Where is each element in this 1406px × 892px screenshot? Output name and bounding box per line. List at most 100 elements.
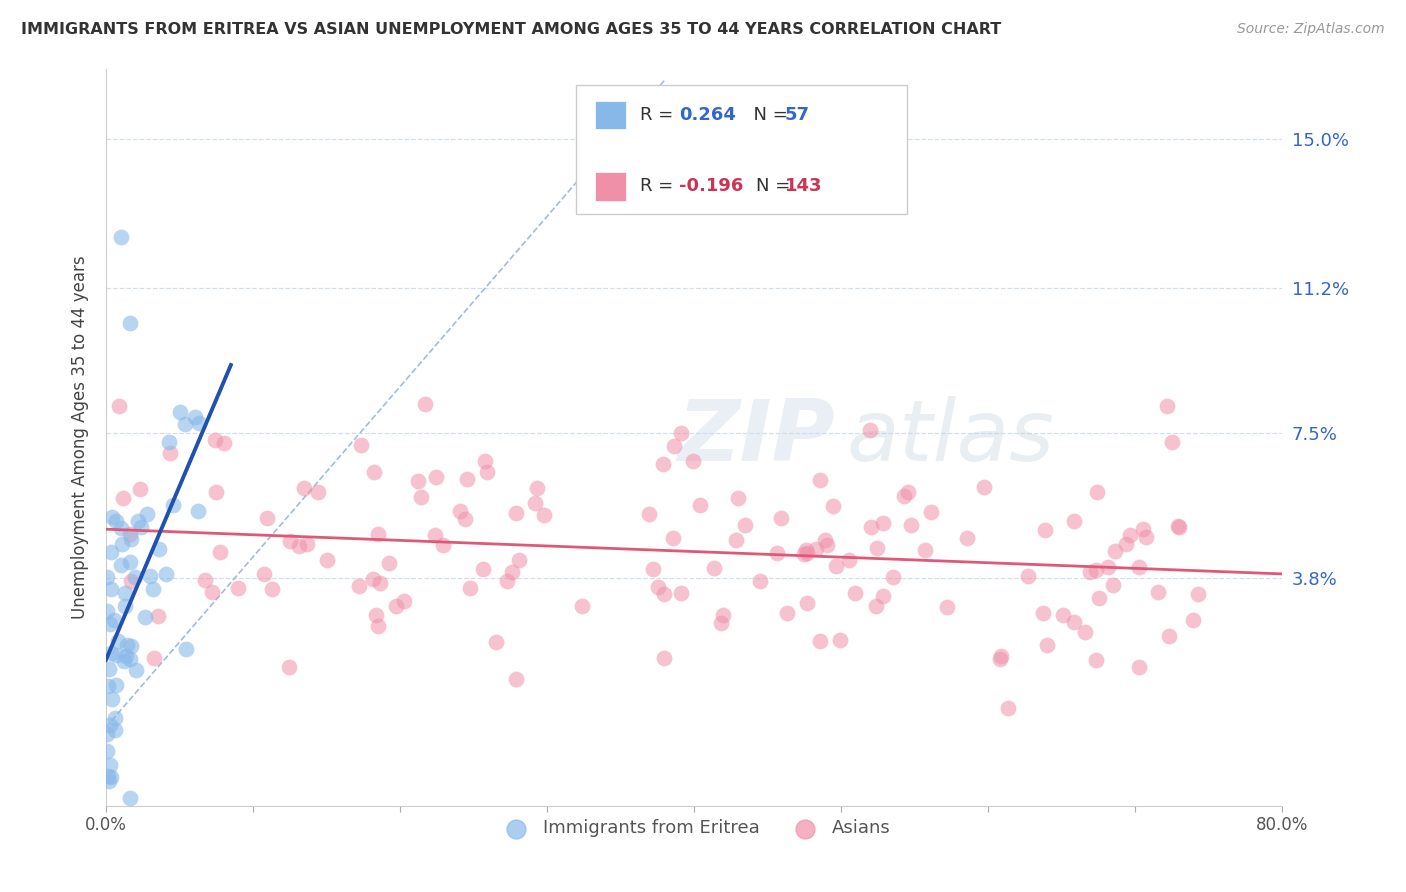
Point [120, 652, 142, 666]
Point [508, 553, 530, 567]
Text: 57: 57 [785, 106, 810, 124]
Point [794, 542, 817, 557]
Point [1085, 485, 1108, 500]
Point [973, 480, 995, 494]
Point [669, 586, 692, 600]
Point [104, 711, 127, 725]
Point [118, 790, 141, 805]
Point [808, 634, 831, 648]
Point [920, 505, 942, 519]
Point [101, 692, 124, 706]
Point [100, 545, 122, 559]
Point [872, 516, 894, 530]
Point [253, 567, 276, 582]
Point [97, 769, 120, 783]
Point [187, 504, 209, 518]
Point [367, 619, 389, 633]
Text: 143: 143 [785, 178, 823, 195]
Point [662, 531, 685, 545]
Point [187, 417, 209, 431]
Point [104, 514, 127, 528]
Text: Source: ZipAtlas.com: Source: ZipAtlas.com [1237, 22, 1385, 37]
Point [505, 506, 527, 520]
Text: 0.264: 0.264 [679, 106, 735, 124]
Point [727, 491, 749, 505]
Point [711, 608, 734, 623]
Point [169, 405, 191, 419]
Point [825, 559, 848, 574]
Point [100, 646, 122, 660]
Point [96, 744, 118, 758]
Point [107, 399, 129, 413]
Point [118, 316, 141, 330]
Point [1119, 527, 1142, 541]
Point [114, 586, 136, 600]
Point [501, 565, 523, 579]
Point [142, 582, 165, 596]
Point [174, 641, 197, 656]
Point [292, 481, 315, 495]
Point [641, 562, 664, 576]
Point [1167, 518, 1189, 533]
Point [423, 528, 446, 542]
Point [194, 573, 217, 587]
Point [409, 491, 432, 505]
Point [526, 481, 548, 495]
Point [796, 546, 818, 560]
Point [278, 533, 301, 548]
Point [1156, 399, 1178, 413]
Point [859, 423, 882, 437]
Point [1128, 560, 1150, 574]
Point [135, 508, 157, 522]
Point [100, 757, 122, 772]
Point [159, 446, 181, 460]
Point [120, 556, 142, 570]
Point [808, 473, 831, 487]
Point [1032, 606, 1054, 620]
Point [98, 662, 121, 676]
Point [110, 230, 132, 244]
Point [456, 472, 478, 486]
Point [96, 726, 118, 740]
Point [184, 409, 207, 424]
Point [1017, 568, 1039, 582]
Point [129, 520, 152, 534]
Point [432, 538, 454, 552]
Point [214, 436, 236, 450]
Point [1135, 529, 1157, 543]
Point [1084, 563, 1107, 577]
Point [378, 556, 401, 570]
Point [127, 514, 149, 528]
Point [112, 654, 135, 668]
Point [96, 604, 118, 618]
Point [100, 770, 122, 784]
Point [120, 526, 142, 541]
Point [288, 539, 311, 553]
Point [796, 596, 818, 610]
Point [860, 519, 883, 533]
Point [703, 561, 725, 575]
Point [1063, 615, 1085, 629]
Point [146, 609, 169, 624]
Text: R =: R = [640, 178, 679, 195]
Point [134, 610, 156, 624]
Point [350, 438, 373, 452]
Point [297, 537, 319, 551]
Point [710, 615, 733, 630]
Point [155, 566, 177, 581]
Point [112, 491, 135, 505]
Point [475, 465, 498, 479]
Point [1052, 607, 1074, 622]
Point [124, 570, 146, 584]
Point [823, 499, 845, 513]
Point [347, 579, 370, 593]
Point [1102, 577, 1125, 591]
Point [1128, 660, 1150, 674]
Point [1104, 544, 1126, 558]
Point [865, 541, 887, 556]
Point [201, 585, 224, 599]
Text: N =: N = [742, 106, 794, 124]
Point [110, 558, 132, 572]
Point [458, 581, 481, 595]
Point [652, 587, 675, 601]
